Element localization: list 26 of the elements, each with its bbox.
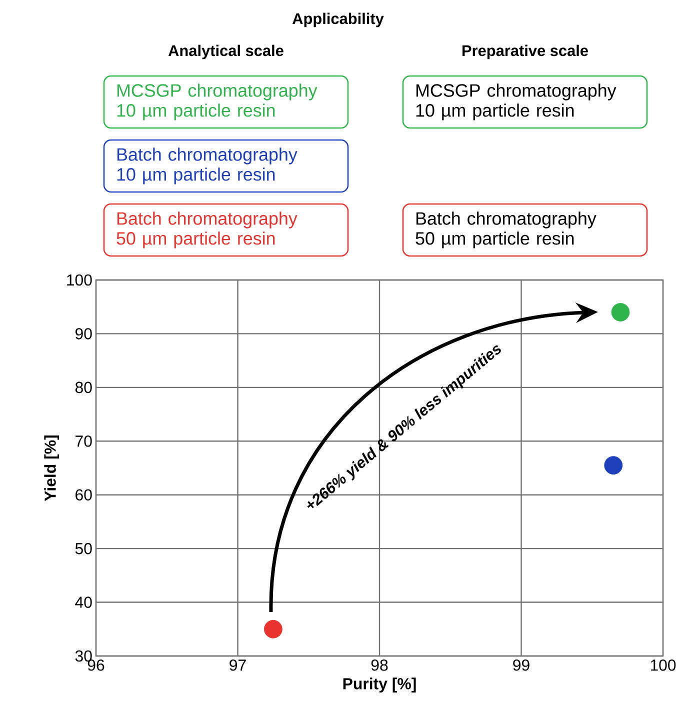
y-tick-label: 80	[75, 382, 92, 394]
text: MCSGP chromatography 10 µm particle resin	[117, 84, 318, 120]
point	[611, 303, 630, 322]
x-tick-label: 96	[88, 660, 104, 671]
y-tick-label: 60	[76, 489, 92, 500]
y-tick-label: 100	[67, 274, 92, 286]
point	[604, 456, 623, 475]
y-tick-label: 30	[75, 650, 92, 662]
x-tick-label: 97	[230, 660, 246, 671]
y-tick-label: 50	[75, 542, 92, 554]
x-tick-label: 100	[650, 660, 676, 671]
text: Preparative scale	[462, 44, 588, 60]
text: Batch chromatography 10 µm particle resin	[117, 148, 298, 184]
point	[264, 620, 282, 638]
x-tick-label: 99	[513, 660, 530, 671]
y-tick-label: 40	[75, 596, 92, 608]
text: MCSGP chromatography 10 µm particle resin	[416, 84, 616, 120]
text: Batch chromatography 50 µm particle resin	[116, 212, 298, 248]
legend-title: Applicability	[292, 12, 384, 28]
x-axis-title: Purity [%]	[343, 678, 416, 693]
y-tick-label: 70	[76, 436, 92, 447]
x-tick-label: 98	[371, 660, 388, 671]
y-axis-title: Yield [%]	[44, 436, 60, 502]
text: Batch chromatography 50 µm particle resin	[416, 212, 596, 248]
y-tick-label: 90	[76, 328, 92, 340]
text: Analytical scale	[168, 44, 284, 60]
